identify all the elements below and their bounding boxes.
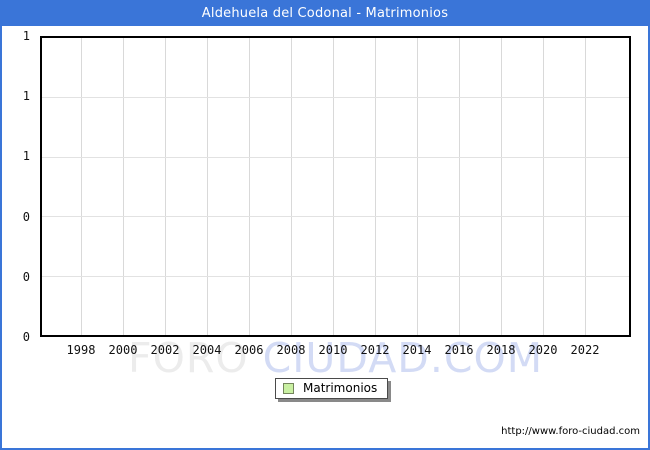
plot-area — [40, 36, 631, 337]
watermark: FORO CIUDAD.COM — [128, 336, 543, 380]
legend-swatch — [283, 383, 294, 394]
horizontal-gridline — [42, 157, 629, 158]
y-axis-label: 0 — [22, 270, 30, 284]
x-axis-label: 2010 — [318, 343, 348, 357]
vertical-gridline — [459, 38, 460, 335]
x-axis-label: 2018 — [486, 343, 516, 357]
vertical-gridline — [207, 38, 208, 335]
y-axis-label: 0 — [22, 330, 30, 344]
x-axis-label: 2006 — [234, 343, 264, 357]
vertical-gridline — [543, 38, 544, 335]
x-axis-label: 2002 — [150, 343, 180, 357]
horizontal-gridline — [42, 216, 629, 217]
x-axis-label: 2016 — [444, 343, 474, 357]
x-axis-label: 2012 — [360, 343, 390, 357]
vertical-gridline — [375, 38, 376, 335]
vertical-gridline — [585, 38, 586, 335]
vertical-gridline — [165, 38, 166, 335]
y-axis-label: 1 — [22, 89, 30, 103]
horizontal-gridline — [42, 97, 629, 98]
x-axis-label: 1998 — [66, 343, 96, 357]
title-bar: Aldehuela del Codonal - Matrimonios — [2, 2, 648, 26]
vertical-gridline — [417, 38, 418, 335]
vertical-gridline — [81, 38, 82, 335]
x-axis-label: 2020 — [528, 343, 558, 357]
legend[interactable]: Matrimonios — [275, 378, 389, 399]
watermark-ciudad: CIUDAD.COM — [262, 334, 544, 382]
horizontal-gridline — [42, 276, 629, 277]
x-axis-label: 2000 — [108, 343, 138, 357]
x-axis-label: 2008 — [276, 343, 306, 357]
y-axis-label: 1 — [22, 29, 30, 43]
x-axis-label: 2014 — [402, 343, 432, 357]
vertical-gridline — [291, 38, 292, 335]
page-title: Aldehuela del Codonal - Matrimonios — [201, 6, 449, 21]
legend-label: Matrimonios — [303, 381, 378, 395]
vertical-gridline — [501, 38, 502, 335]
footer-url: http://www.foro-ciudad.com — [501, 426, 640, 437]
vertical-gridline — [249, 38, 250, 335]
y-axis-label: 1 — [22, 149, 30, 163]
x-axis-label: 2004 — [192, 343, 222, 357]
x-axis-label: 2022 — [570, 343, 600, 357]
y-axis-label: 0 — [22, 210, 30, 224]
vertical-gridline — [333, 38, 334, 335]
vertical-gridline — [123, 38, 124, 335]
watermark-foro: FORO — [128, 334, 263, 382]
